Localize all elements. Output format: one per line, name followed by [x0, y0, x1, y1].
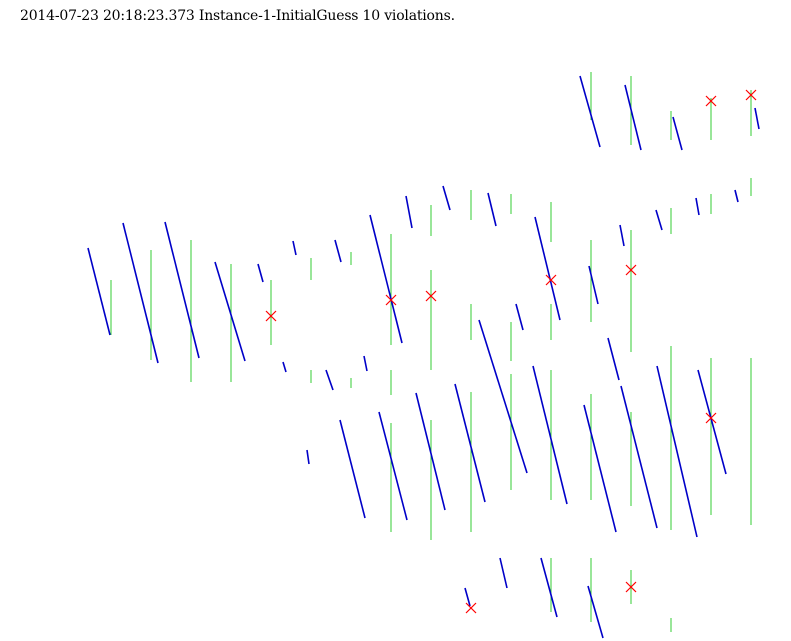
- blue-segment: [257, 263, 264, 283]
- blue-segment: [499, 557, 508, 589]
- blue-segment: [624, 84, 642, 151]
- violation-marker-stroke: [385, 294, 397, 306]
- blue-segment: [164, 221, 200, 359]
- blue-segment: [87, 247, 111, 336]
- violation-marker: [625, 581, 637, 593]
- blue-segment: [620, 385, 658, 529]
- blue-segment: [534, 216, 561, 321]
- blue-segment: [697, 369, 727, 475]
- blue-segment: [122, 222, 159, 364]
- blue-segment: [587, 585, 604, 639]
- violation-marker: [745, 89, 757, 101]
- blue-segment: [325, 369, 334, 391]
- blue-segment: [405, 195, 413, 229]
- blue-segment: [515, 303, 524, 331]
- blue-segment: [607, 337, 620, 381]
- blue-segment: [655, 209, 663, 231]
- violation-marker: [265, 310, 277, 322]
- blue-segment: [579, 75, 601, 148]
- blue-segment: [532, 365, 568, 505]
- violation-marker-stroke: [625, 581, 637, 593]
- blue-segment: [334, 239, 342, 263]
- blue-segment: [619, 224, 625, 247]
- violation-marker: [705, 412, 717, 424]
- violation-marker-stroke: [625, 264, 637, 276]
- blue-segment: [415, 392, 446, 511]
- blue-segment: [672, 116, 683, 151]
- blue-segment: [695, 197, 700, 216]
- blue-segment: [656, 365, 698, 538]
- blue-segment: [734, 189, 739, 203]
- violation-marker-stroke: [425, 290, 437, 302]
- violation-marker-stroke: [265, 310, 277, 322]
- blue-segment: [540, 557, 558, 618]
- blue-segment: [378, 411, 408, 521]
- violation-marker-stroke: [705, 412, 717, 424]
- violation-marker: [625, 264, 637, 276]
- blue-segment: [588, 265, 599, 305]
- blue-segment: [306, 449, 310, 465]
- blue-segment: [214, 261, 246, 362]
- blue-segment: [442, 185, 451, 211]
- blue-segment: [583, 404, 617, 533]
- blue-segment: [478, 319, 528, 474]
- blue-segment: [754, 107, 760, 130]
- blue-segment: [339, 419, 366, 519]
- status-line: 2014-07-23 20:18:23.373 Instance-1-Initi…: [20, 8, 455, 24]
- blue-segment: [363, 355, 368, 372]
- blue-segment: [464, 587, 471, 607]
- blue-segment: [292, 240, 297, 256]
- violation-marker-stroke: [545, 274, 557, 286]
- violation-marker-stroke: [705, 95, 717, 107]
- blue-segment: [454, 383, 486, 503]
- violation-marker-stroke: [465, 602, 477, 614]
- violation-marker: [385, 294, 397, 306]
- blue-segment: [487, 192, 497, 227]
- blue-segment: [282, 361, 287, 373]
- blue-segment: [369, 214, 403, 344]
- violation-marker: [465, 602, 477, 614]
- violation-marker: [545, 274, 557, 286]
- violation-marker-stroke: [745, 89, 757, 101]
- violation-marker: [425, 290, 437, 302]
- violation-marker: [705, 95, 717, 107]
